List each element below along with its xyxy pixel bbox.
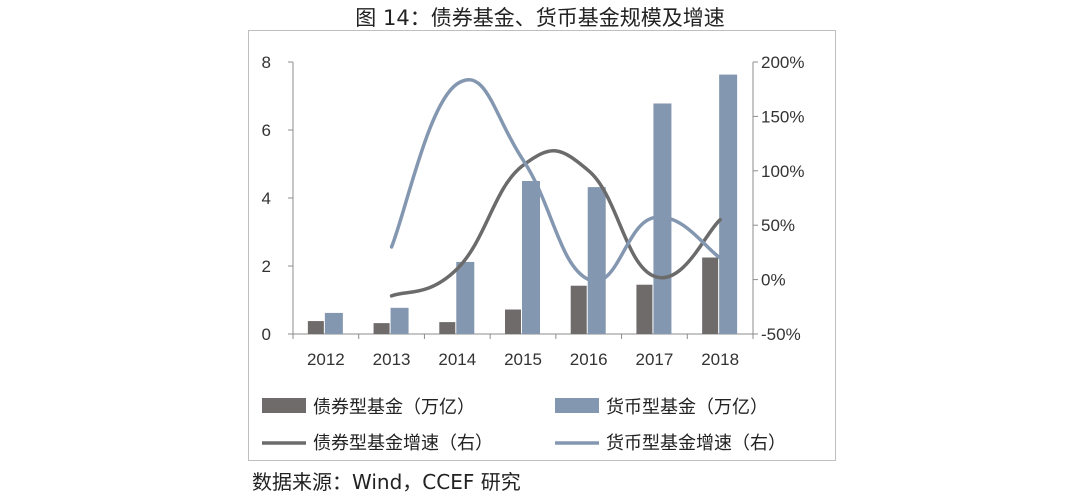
bond-fund-bar — [702, 257, 719, 334]
bond-fund-bar — [570, 285, 587, 334]
right-tick-label: 50% — [761, 216, 795, 235]
chart-title: 图 14：债券基金、货币基金规模及增速 — [355, 6, 725, 30]
legend-money-bar-swatch — [555, 398, 599, 413]
legend: 债券型基金（万亿） 货币型基金（万亿） 债券型基金增速（右） 货币型基金增速（右） — [262, 397, 786, 454]
left-tick-label: 8 — [262, 53, 271, 72]
money-fund-bar — [522, 181, 540, 334]
bond-fund-bar — [636, 284, 653, 334]
money-fund-bar — [719, 74, 738, 334]
x-tick-label: 2018 — [701, 350, 739, 369]
money-fund-bar — [390, 307, 409, 334]
x-tick-label: 2013 — [373, 350, 411, 369]
money-growth-line — [389, 78, 722, 283]
bond-growth-line — [389, 149, 722, 298]
x-tick-label: 2017 — [636, 350, 674, 369]
left-tick-label: 0 — [262, 325, 271, 344]
bond-fund-bar — [373, 323, 390, 334]
legend-label: 债券型基金（万亿） — [313, 397, 475, 418]
source-note: 数据来源：Wind，CCEF 研究 — [252, 470, 521, 494]
left-tick-label: 6 — [262, 121, 271, 140]
right-tick-label: 0% — [761, 271, 786, 290]
right-tick-label: 200% — [761, 53, 804, 72]
left-tick-label: 2 — [262, 257, 271, 276]
legend-label: 债券型基金增速（右） — [313, 433, 493, 454]
left-tick-label: 4 — [262, 189, 271, 208]
legend-bond-bar-swatch — [262, 398, 306, 413]
bars — [307, 74, 738, 334]
bond-fund-bar — [307, 321, 324, 334]
bond-fund-bar — [505, 309, 521, 334]
legend-label: 货币型基金增速（右） — [606, 433, 786, 454]
right-tick-label: -50% — [761, 325, 801, 344]
right-tick-label: 150% — [761, 107, 804, 126]
bond-fund-bar — [439, 322, 456, 334]
lines — [389, 78, 722, 298]
right-tick-label: 100% — [761, 162, 804, 181]
money-fund-bar — [587, 187, 606, 334]
tick-labels: 0 2 4 6 8 -50% 0% 50% 100% 150% 200% 2012 2013 2014 20… — [262, 53, 805, 369]
x-tick-label: 2012 — [307, 350, 345, 369]
legend-label: 货币型基金（万亿） — [606, 397, 768, 418]
x-tick-label: 2016 — [570, 350, 608, 369]
x-tick-label: 2014 — [438, 350, 476, 369]
x-tick-label: 2015 — [504, 350, 542, 369]
money-fund-bar — [324, 312, 343, 334]
money-fund-bar — [456, 261, 475, 334]
chart-frame — [248, 30, 836, 461]
